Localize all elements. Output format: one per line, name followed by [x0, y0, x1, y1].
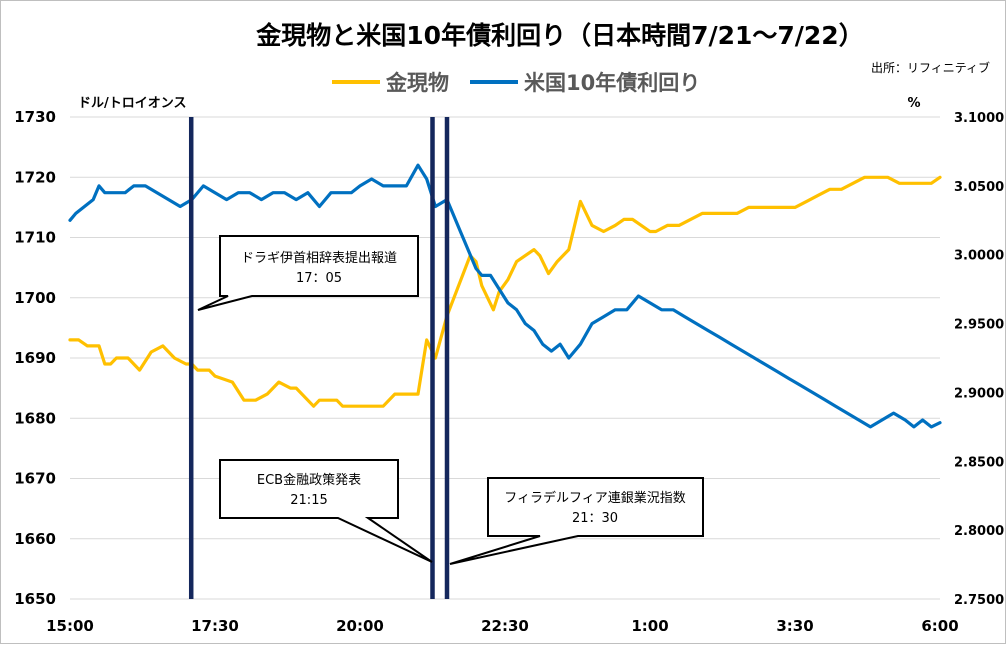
callout-draghi-time: 17：05 — [296, 271, 342, 286]
right-tick-2.9500: 2.9500 — [954, 318, 1004, 333]
callout-draghi-label: ドラギ伊首相辞表提出報道 — [241, 250, 397, 266]
left-tick-1700: 1700 — [14, 289, 56, 307]
left-tick-1730: 1730 — [14, 108, 56, 126]
callout-draghi — [197, 235, 419, 311]
right-tick-2.8000: 2.8000 — [954, 524, 1004, 539]
callout-philly-time: 21：30 — [572, 511, 618, 526]
left-tick-1660: 1660 — [14, 530, 56, 548]
event-lines — [188, 117, 450, 599]
x-tick-1:00: 1:00 — [631, 617, 668, 635]
callout-ecb — [219, 459, 433, 563]
right-tick-3.0500: 3.0500 — [954, 180, 1004, 195]
axis-ticks: 1650 1660 1670 1680 1690 1700 1710 1720 1730 2.75… — [14, 108, 1004, 635]
series-line-gold — [68, 175, 942, 408]
x-tick-17:30: 17:30 — [191, 617, 239, 635]
chart-title: 金現物と米国10年債利回り（日本時間7/21～7/22） — [255, 21, 863, 50]
left-tick-1710: 1710 — [14, 229, 56, 247]
callout-ecb-time: 21:15 — [290, 493, 327, 508]
left-tick-1670: 1670 — [14, 470, 56, 488]
right-tick-3.0000: 3.0000 — [954, 249, 1004, 264]
right-tick-3.1000: 3.1000 — [954, 111, 1004, 126]
callout-philly — [449, 477, 704, 565]
x-tick-22:30: 22:30 — [481, 617, 529, 635]
left-axis-unit: ドル/トロイオンス — [78, 96, 187, 111]
x-tick-3:30: 3:30 — [776, 617, 813, 635]
gridlines — [70, 116, 940, 600]
right-tick-2.8500: 2.8500 — [954, 455, 1004, 470]
series-layer — [68, 163, 942, 429]
right-axis-unit: % — [907, 96, 920, 111]
right-tick-2.9000: 2.9000 — [954, 386, 1004, 401]
left-tick-1720: 1720 — [14, 168, 56, 186]
legend-label-gold: 金現物 — [385, 71, 449, 95]
left-tick-1690: 1690 — [14, 349, 56, 367]
source-note: 出所：リフィニティブ — [871, 60, 990, 75]
series-line-us10y — [68, 163, 942, 429]
callout-philly-label: フィラデルフィア連銀業況指数 — [504, 490, 685, 506]
x-tick-6:00: 6:00 — [921, 617, 958, 635]
left-tick-1650: 1650 — [14, 590, 56, 608]
x-tick-15:00: 15:00 — [46, 617, 94, 635]
x-tick-20:00: 20:00 — [336, 617, 384, 635]
left-tick-1680: 1680 — [14, 409, 56, 427]
legend-label-yield: 米国10年債利回り — [524, 71, 700, 95]
event-callouts: ドラギ伊首相辞表提出報道 17：05 ECB金融政策発表 21:15 フィラデル… — [197, 235, 704, 565]
callout-ecb-label: ECB金融政策発表 — [257, 472, 361, 488]
right-tick-2.7500: 2.7500 — [954, 593, 1004, 608]
